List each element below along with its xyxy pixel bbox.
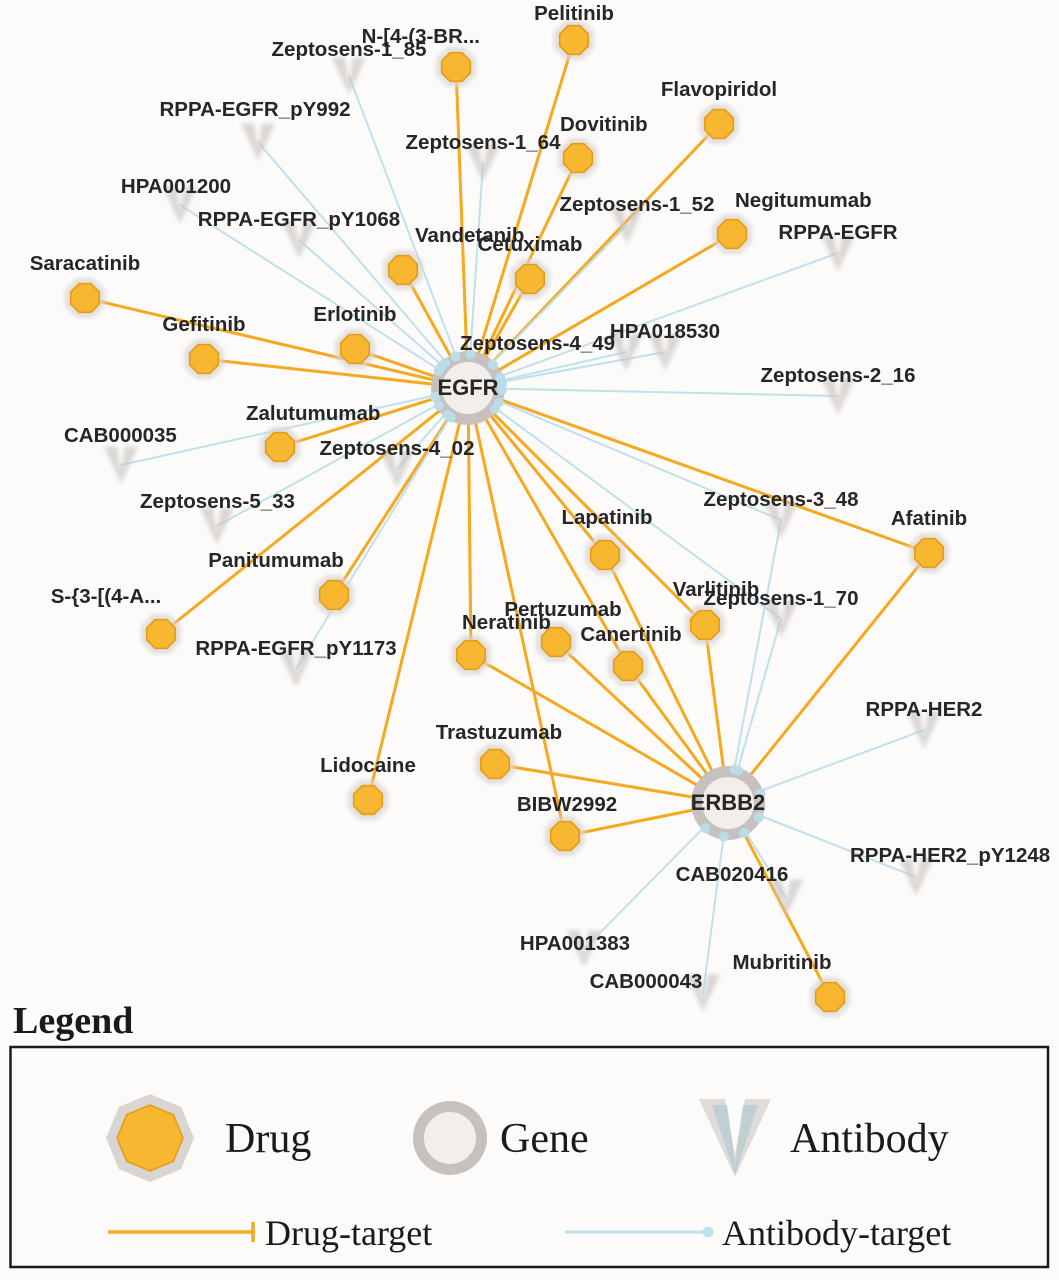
svg-text:Zeptosens-1_52: Zeptosens-1_52 [560,193,715,216]
svg-text:Afatinib: Afatinib [891,507,967,530]
svg-text:Dovitinib: Dovitinib [560,113,648,136]
svg-text:Flavopiridol: Flavopiridol [661,78,777,101]
svg-text:Zeptosens-1_70: Zeptosens-1_70 [704,587,859,610]
svg-text:Drug: Drug [225,1116,311,1162]
svg-text:RPPA-HER2_pY1248: RPPA-HER2_pY1248 [850,844,1050,867]
svg-text:Panitumumab: Panitumumab [208,549,344,572]
svg-text:Legend: Legend [13,1000,133,1042]
svg-text:Antibody: Antibody [790,1116,949,1162]
svg-text:Pelitinib: Pelitinib [534,2,614,25]
svg-text:Mubritinib: Mubritinib [732,951,831,974]
svg-text:Zeptosens-3_48: Zeptosens-3_48 [704,488,859,511]
svg-text:Zeptosens-5_33: Zeptosens-5_33 [140,490,295,513]
svg-text:Cetuximab: Cetuximab [478,233,583,256]
svg-text:Trastuzumab: Trastuzumab [436,721,562,744]
svg-text:RPPA-EGFR_pY992: RPPA-EGFR_pY992 [159,98,350,121]
svg-text:RPPA-EGFR_pY1173: RPPA-EGFR_pY1173 [195,637,396,660]
svg-text:Pertuzumab: Pertuzumab [504,598,621,621]
svg-text:Negitumumab: Negitumumab [735,189,872,212]
svg-text:Canertinib: Canertinib [580,623,681,646]
svg-text:EGFR: EGFR [437,375,498,400]
svg-text:Lidocaine: Lidocaine [320,754,416,777]
svg-text:RPPA-EGFR_pY1068: RPPA-EGFR_pY1068 [198,208,400,231]
svg-text:Gene: Gene [500,1116,589,1162]
svg-text:Saracatinib: Saracatinib [30,252,141,275]
svg-text:CAB000035: CAB000035 [64,424,177,447]
svg-text:ERBB2: ERBB2 [691,790,766,815]
svg-text:Zeptosens-4_02: Zeptosens-4_02 [320,437,475,460]
svg-text:BIBW2992: BIBW2992 [517,793,617,816]
svg-text:RPPA-EGFR: RPPA-EGFR [778,221,897,244]
svg-text:HPA001200: HPA001200 [121,175,231,198]
svg-text:HPA018530: HPA018530 [610,320,720,343]
svg-text:Antibody-target: Antibody-target [722,1213,951,1253]
svg-text:CAB000043: CAB000043 [590,970,703,993]
svg-text:Zeptosens-4_49: Zeptosens-4_49 [460,332,615,355]
svg-text:Zeptosens-1_64: Zeptosens-1_64 [406,131,562,154]
svg-text:Lapatinib: Lapatinib [561,506,652,529]
svg-text:Zalutumumab: Zalutumumab [246,402,380,425]
svg-text:Gefitinib: Gefitinib [162,313,245,336]
svg-text:CAB020416: CAB020416 [676,863,789,886]
svg-text:Erlotinib: Erlotinib [313,303,396,326]
svg-text:RPPA-HER2: RPPA-HER2 [866,698,983,721]
svg-text:Zeptosens-2_16: Zeptosens-2_16 [761,364,916,387]
svg-text:HPA001383: HPA001383 [520,932,630,955]
svg-text:Drug-target: Drug-target [265,1213,432,1253]
svg-text:Zeptosens-1_85: Zeptosens-1_85 [272,38,427,61]
svg-text:S-{3-[(4-A...: S-{3-[(4-A... [51,585,161,608]
